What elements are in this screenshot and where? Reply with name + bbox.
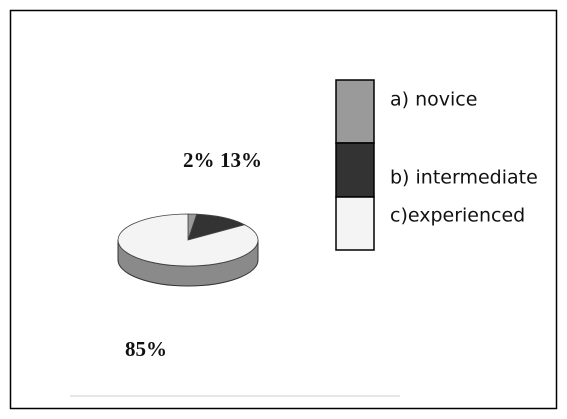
legend-swatch <box>335 142 375 198</box>
legend-label: c)experienced <box>390 205 525 227</box>
data-label: 2% <box>183 148 215 172</box>
data-label: 13% <box>220 148 262 172</box>
data-label: 85% <box>125 337 167 361</box>
pie-slice <box>187 213 246 241</box>
frame <box>9 9 558 410</box>
pie-slice <box>117 213 259 267</box>
legend-label: b) intermediate <box>390 167 538 189</box>
legend-swatch <box>335 196 375 251</box>
legend-swatch <box>335 79 375 144</box>
legend-label: a) novice <box>390 89 477 111</box>
